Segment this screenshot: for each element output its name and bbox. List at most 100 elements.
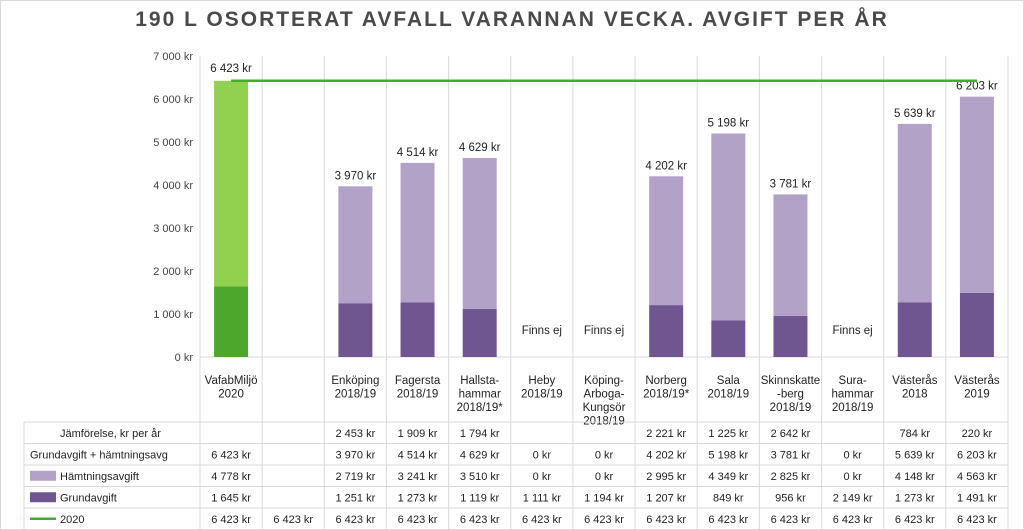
bar-grundavgift (897, 302, 932, 357)
table-cell: 1 273 kr (398, 492, 438, 504)
table-cell: 220 kr (962, 428, 993, 440)
legend-key-grundavgift (30, 492, 56, 503)
y-tick-label: 4 000 kr (153, 180, 193, 192)
table-cell: 956 kr (775, 492, 806, 504)
bar-grundavgift (773, 315, 808, 357)
table-cell: 1 273 kr (895, 492, 935, 504)
category-label: 2018/19 (397, 389, 439, 401)
table-cell: 1 111 kr (523, 492, 561, 504)
table-cell: 784 kr (899, 428, 930, 440)
category-label: Enköping (331, 375, 379, 387)
bar-grundavgift (711, 320, 746, 357)
category-label: -berg (777, 389, 804, 401)
category-label: hammar (832, 389, 874, 401)
table-series-name: Grundavgift + hämtningsavg (30, 449, 168, 461)
table-cell: 6 423 kr (584, 514, 624, 526)
table-series-name: Grundavgift (60, 492, 117, 504)
table-cell: 3 510 kr (460, 471, 500, 483)
table-cell: 6 423 kr (771, 514, 811, 526)
bar-total-label: 5 639 kr (894, 108, 936, 120)
category-label: Hallsta- (460, 375, 499, 387)
y-tick-label: 0 kr (175, 352, 194, 364)
table-cell: 4 563 kr (957, 471, 997, 483)
table-cell: 1 225 kr (708, 428, 748, 440)
table-series-name: Hämtningsavgift (60, 471, 139, 483)
table-cell: 6 423 kr (522, 514, 562, 526)
table-cell: 6 423 kr (957, 514, 997, 526)
bar-total-label: Finns ej (584, 325, 624, 337)
table-cell: 5 198 kr (708, 449, 748, 461)
bar-total-label: 6 203 kr (956, 81, 998, 93)
category-label: Västerås (892, 375, 938, 387)
table-cell: 1 194 kr (584, 492, 624, 504)
y-tick-label: 1 000 kr (153, 309, 193, 321)
category-label: 2018/19 (521, 389, 563, 401)
table-cell: 0 kr (595, 449, 614, 461)
table-cell: 6 423 kr (833, 514, 873, 526)
table-cell: 6 423 kr (336, 514, 376, 526)
table-cell: 6 423 kr (646, 514, 686, 526)
category-label: hammar (459, 389, 501, 401)
category-label: Skinnskatte (761, 375, 820, 387)
category-label: Norberg (645, 375, 687, 387)
table-cell: 4 349 kr (708, 471, 748, 483)
table-cell: 849 kr (713, 492, 744, 504)
table-cell: 2 719 kr (336, 471, 376, 483)
bar-total-label: 3 970 kr (335, 170, 377, 182)
table-cell: 6 423 kr (211, 514, 251, 526)
table-cell: 1 491 kr (957, 492, 997, 504)
table-cell: 2 642 kr (771, 428, 811, 440)
table-cell: 6 423 kr (708, 514, 748, 526)
table-cell: 0 kr (533, 471, 552, 483)
category-label: Sura- (839, 375, 867, 387)
bar-total-label: 4 629 kr (459, 142, 501, 154)
category-label: Västerås (954, 375, 1000, 387)
table-cell: 2 221 kr (646, 428, 686, 440)
table-cell: 0 kr (533, 449, 552, 461)
table-cell: 1 794 kr (460, 428, 500, 440)
category-label: 2020 (218, 389, 244, 401)
table-cell: 6 423 kr (398, 514, 438, 526)
table-cell: 1 119 kr (460, 492, 499, 504)
table-cell: 1 251 kr (336, 492, 376, 504)
table-series-name: Jämförelse, kr per år (60, 428, 161, 440)
bar-total-label: 4 514 kr (397, 147, 439, 159)
bar-hamtningsavgift (462, 157, 497, 309)
table-cell: 6 423 kr (460, 514, 500, 526)
table-cell: 6 423 kr (895, 514, 935, 526)
table-cell: 2 825 kr (771, 471, 811, 483)
bar-hamtningsavgift (214, 80, 249, 287)
table-cell: 3 241 kr (398, 471, 438, 483)
bar-hamtningsavgift (400, 162, 435, 303)
bar-hamtningsavgift (711, 133, 746, 321)
bar-total-label: Finns ej (832, 325, 872, 337)
table-series-name: 2020 (60, 514, 84, 526)
table-cell: 5 639 kr (895, 449, 935, 461)
category-label: 2018/19 (770, 402, 812, 414)
table-cell: 2 453 kr (336, 428, 376, 440)
bar-hamtningsavgift (773, 194, 808, 316)
bar-grundavgift (338, 303, 373, 357)
bar-grundavgift (959, 292, 994, 357)
y-tick-label: 2 000 kr (153, 266, 193, 278)
table-cell: 3 970 kr (336, 449, 376, 461)
bar-grundavgift (400, 302, 435, 357)
y-tick-label: 5 000 kr (153, 137, 193, 149)
category-label: Kungsör (583, 402, 626, 414)
bar-total-label: 3 781 kr (770, 178, 812, 190)
bar-hamtningsavgift (959, 96, 994, 293)
table-cell: 4 778 kr (211, 471, 251, 483)
y-tick-label: 6 000 kr (153, 94, 193, 106)
bar-total-label: 4 202 kr (645, 160, 687, 172)
category-label: 2018/19 (708, 389, 750, 401)
category-label: Heby (528, 375, 555, 387)
bar-grundavgift (214, 286, 249, 357)
table-cell: 1 207 kr (646, 492, 686, 504)
category-label: Fagersta (395, 375, 441, 387)
category-label: 2018 (902, 389, 928, 401)
table-cell: 1 645 kr (211, 492, 251, 504)
category-label: 2018/19 (832, 402, 874, 414)
category-label: Köping- (584, 375, 624, 387)
y-tick-label: 3 000 kr (153, 223, 193, 235)
